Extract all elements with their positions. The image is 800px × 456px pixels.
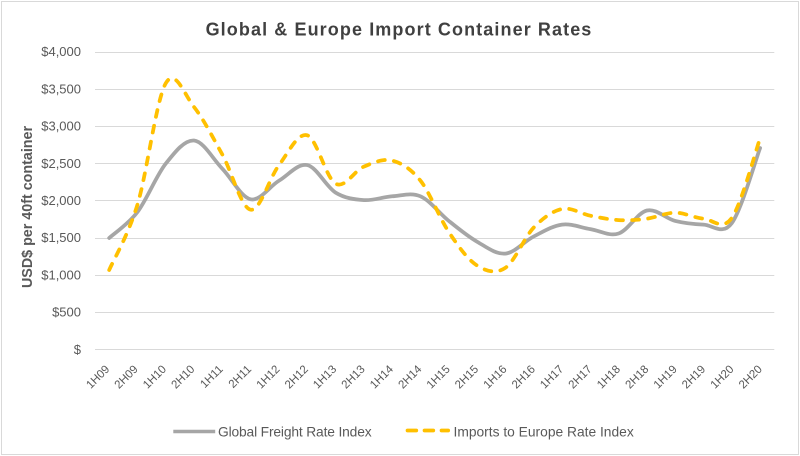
svg-text:2H17: 2H17 bbox=[567, 363, 595, 391]
svg-text:Global & Europe Import Contain: Global & Europe Import Container Rates bbox=[206, 20, 593, 40]
svg-text:2H14: 2H14 bbox=[396, 363, 424, 391]
svg-text:USD$ per 40ft container: USD$ per 40ft container bbox=[20, 126, 36, 289]
svg-text:$2,000: $2,000 bbox=[41, 193, 81, 208]
svg-text:1H19: 1H19 bbox=[652, 363, 680, 391]
svg-text:$2,500: $2,500 bbox=[41, 156, 81, 171]
svg-text:2H20: 2H20 bbox=[737, 363, 765, 391]
svg-text:$: $ bbox=[74, 342, 82, 357]
svg-text:2H10: 2H10 bbox=[169, 363, 197, 391]
svg-text:1H14: 1H14 bbox=[368, 363, 396, 391]
svg-text:2H11: 2H11 bbox=[227, 363, 254, 390]
svg-text:$500: $500 bbox=[52, 305, 81, 320]
svg-text:$3,000: $3,000 bbox=[41, 119, 81, 134]
svg-text:1H09: 1H09 bbox=[84, 363, 112, 391]
svg-text:1H11: 1H11 bbox=[198, 363, 225, 390]
svg-text:Global Freight Rate Index: Global Freight Rate Index bbox=[218, 425, 372, 440]
svg-text:$4,000: $4,000 bbox=[41, 44, 81, 59]
svg-text:2H09: 2H09 bbox=[113, 363, 141, 391]
svg-text:2H15: 2H15 bbox=[453, 363, 481, 391]
svg-text:1H20: 1H20 bbox=[709, 363, 737, 391]
svg-text:2H12: 2H12 bbox=[283, 363, 311, 391]
svg-text:1H10: 1H10 bbox=[141, 363, 169, 391]
svg-text:2H13: 2H13 bbox=[340, 363, 368, 391]
svg-text:1H16: 1H16 bbox=[482, 363, 510, 391]
svg-text:$1,000: $1,000 bbox=[41, 267, 81, 282]
svg-text:Imports to Europe Rate Index: Imports to Europe Rate Index bbox=[454, 425, 634, 440]
svg-text:1H17: 1H17 bbox=[538, 363, 566, 391]
svg-text:2H18: 2H18 bbox=[623, 363, 651, 391]
svg-text:1H18: 1H18 bbox=[595, 363, 623, 391]
svg-text:1H15: 1H15 bbox=[425, 363, 453, 391]
svg-text:2H16: 2H16 bbox=[510, 363, 538, 391]
svg-text:1H12: 1H12 bbox=[255, 363, 283, 391]
svg-text:$1,500: $1,500 bbox=[41, 230, 81, 245]
svg-text:$3,500: $3,500 bbox=[41, 81, 81, 96]
svg-text:1H13: 1H13 bbox=[311, 363, 339, 391]
svg-text:2H19: 2H19 bbox=[680, 363, 708, 391]
